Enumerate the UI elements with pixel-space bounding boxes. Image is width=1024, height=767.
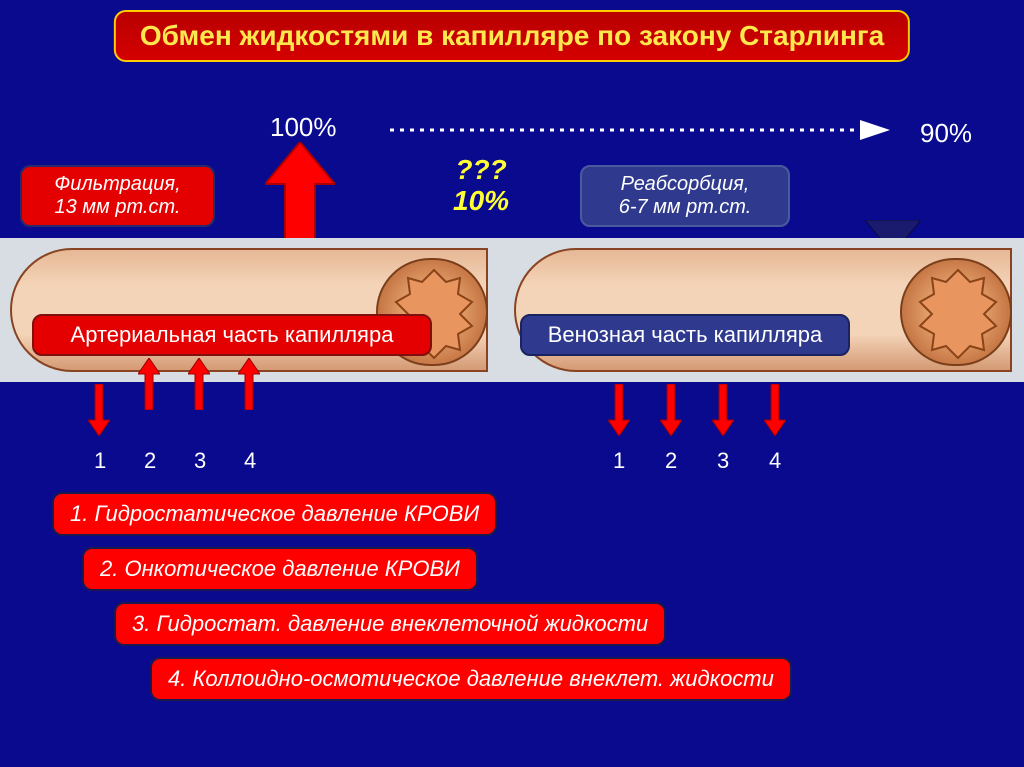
small-down-arrow-icon	[660, 384, 682, 436]
small-up-arrow-icon	[138, 358, 160, 410]
big-up-arrow-icon	[265, 142, 335, 242]
arrow-num-right-2: 2	[665, 448, 677, 474]
percent-right: 90%	[920, 118, 972, 149]
reabsorption-box: Реабсорбция, 6-7 мм рт.ст.	[580, 165, 790, 227]
legend-item-4: 4. Коллоидно-осмотическое давление внекл…	[150, 657, 792, 701]
arrow-num-left-1: 1	[94, 448, 106, 474]
filtration-label: Фильтрация,	[30, 173, 205, 196]
reabsorption-label: Реабсорбция,	[590, 173, 780, 196]
arrow-num-left-2: 2	[144, 448, 156, 474]
small-down-arrow-icon	[764, 384, 786, 436]
dotted-arrow-icon	[390, 120, 890, 140]
reabsorption-value: 6-7 мм рт.ст.	[590, 196, 780, 219]
arterial-label: Артериальная часть капилляра	[32, 314, 432, 356]
small-down-arrow-icon	[88, 384, 110, 436]
arrow-num-left-3: 3	[194, 448, 206, 474]
arrow-num-left-4: 4	[244, 448, 256, 474]
filtration-value: 13 мм рт.ст.	[30, 196, 205, 219]
legend-item-2: 2. Онкотическое давление КРОВИ	[82, 547, 478, 591]
small-up-arrow-icon	[238, 358, 260, 410]
small-down-arrow-icon	[712, 384, 734, 436]
question-marks: ???	[453, 155, 509, 186]
legend-item-3: 3. Гидростат. давление внеклеточной жидк…	[114, 602, 666, 646]
arrow-num-right-4: 4	[769, 448, 781, 474]
small-down-arrow-icon	[608, 384, 630, 436]
arrow-num-right-1: 1	[613, 448, 625, 474]
percent-left: 100%	[270, 112, 337, 143]
arrow-num-right-3: 3	[717, 448, 729, 474]
small-up-arrow-icon	[188, 358, 210, 410]
question-label: ??? 10%	[453, 155, 509, 217]
filtration-box: Фильтрация, 13 мм рт.ст.	[20, 165, 215, 227]
venous-label: Венозная часть капилляра	[520, 314, 850, 356]
legend-item-1: 1. Гидростатическое давление КРОВИ	[52, 492, 497, 536]
question-percent: 10%	[453, 186, 509, 217]
venous-lumen-icon	[900, 258, 1012, 366]
page-title: Обмен жидкостями в капилляре по закону С…	[114, 10, 910, 62]
